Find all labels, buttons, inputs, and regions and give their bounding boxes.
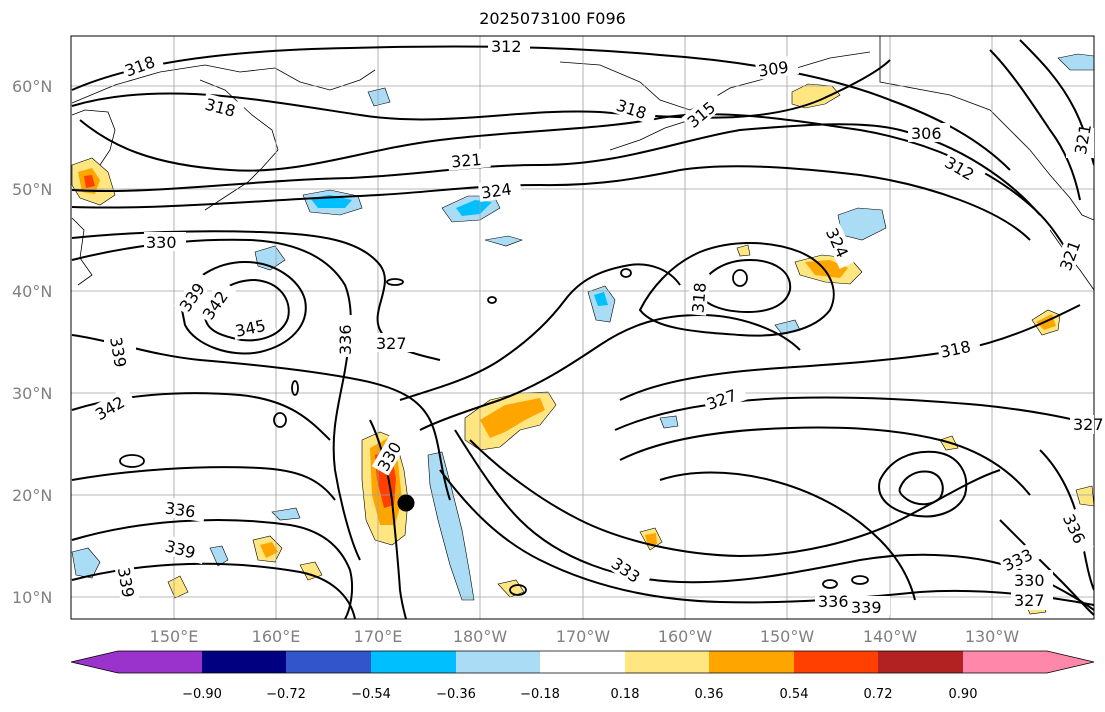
contour-small-loops <box>119 268 869 596</box>
contour-label: 327 <box>376 334 407 353</box>
map-frame <box>70 35 1095 620</box>
contour-label: 330 <box>146 233 177 252</box>
colorbar-segment <box>794 651 878 673</box>
colorbar-tick-label: −0.36 <box>436 687 476 702</box>
colorbar-segment <box>202 651 286 673</box>
colorbar-ticks: −0.90 −0.72 −0.54 −0.36 −0.18 0.18 0.36 … <box>182 687 977 702</box>
colorbar-segment <box>371 651 456 673</box>
gridlines <box>71 36 1094 619</box>
lat-label: 50°N <box>12 180 52 199</box>
colorbar-tick-label: 0.18 <box>611 687 640 702</box>
lon-label: 170°W <box>556 627 611 646</box>
colorbar-tick-label: 0.36 <box>695 687 724 702</box>
lon-label: 130°W <box>965 627 1020 646</box>
contour-label: 306 <box>911 124 942 143</box>
colorbar-segment <box>878 651 963 673</box>
colorbar-segment <box>963 651 1047 673</box>
contour-label: 312 <box>491 37 522 56</box>
colorbar-segment <box>625 651 709 673</box>
lon-label: 160°E <box>252 627 301 646</box>
lat-label: 40°N <box>12 282 52 301</box>
colorbar-outline <box>70 650 1095 674</box>
storm-position-marker <box>397 494 415 512</box>
colorbar-segment <box>540 651 625 673</box>
contour-label: 330 <box>1014 571 1045 590</box>
colorbar-segment <box>709 651 794 673</box>
colorbar-segment <box>118 651 202 673</box>
contour-label: 321 <box>450 150 482 172</box>
colorbar-segment <box>1047 651 1094 673</box>
contour-label: 324 <box>480 179 513 202</box>
colorbar-tick-label: −0.90 <box>182 687 222 702</box>
colorbar <box>70 650 1095 674</box>
contour-label: 336 <box>336 324 355 355</box>
lon-label: 180°W <box>453 627 508 646</box>
lon-label: 170°E <box>354 627 403 646</box>
contour-label: 339 <box>851 598 882 617</box>
map-title: 2025073100 F096 <box>479 9 626 28</box>
lon-label: 150°E <box>150 627 199 646</box>
contour-label: 327 <box>1073 415 1104 434</box>
colorbar-tick-label: −0.18 <box>520 687 560 702</box>
contour-label: 327 <box>1014 591 1045 610</box>
colorbar-tick-label: −0.54 <box>351 687 391 702</box>
contour-label: 336 <box>164 498 197 521</box>
colorbar-segment <box>71 651 118 673</box>
latitude-axis: 60°N 50°N 40°N 30°N 20°N 10°N <box>12 77 52 607</box>
contour-label: 318 <box>688 282 710 314</box>
colorbar-segment <box>286 651 371 673</box>
colorbar-tick-label: 0.90 <box>949 687 978 702</box>
lon-label: 140°W <box>863 627 918 646</box>
colorbar-tick-label: 0.54 <box>780 687 809 702</box>
colorbar-tick-label: −0.72 <box>266 687 306 702</box>
lon-label: 150°W <box>760 627 815 646</box>
lat-label: 20°N <box>12 486 52 505</box>
lat-label: 60°N <box>12 77 52 96</box>
lat-label: 30°N <box>12 384 52 403</box>
colorbar-segment <box>456 651 540 673</box>
contour-label: 336 <box>818 592 849 611</box>
lat-label: 10°N <box>12 588 52 607</box>
longitude-axis: 150°E 160°E 170°E 180°W 170°W 160°W 150°… <box>150 627 1020 646</box>
lon-label: 160°W <box>658 627 713 646</box>
contour-label: 309 <box>757 57 790 80</box>
colorbar-tick-label: 0.72 <box>864 687 893 702</box>
